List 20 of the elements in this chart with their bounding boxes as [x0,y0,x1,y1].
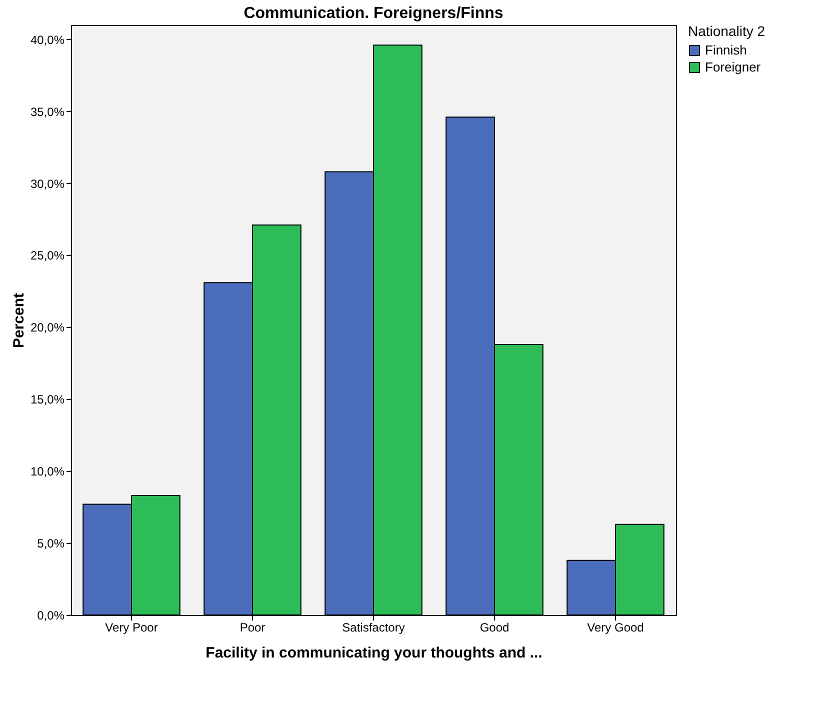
legend-label: Finnish [705,42,747,58]
y-tick-label: 15,0% [30,392,65,407]
y-tick-label: 40,0% [30,32,65,47]
x-tick-label: Very Good [587,620,644,634]
x-tick-label: Good [480,620,510,634]
x-tick-label: Very Poor [105,620,158,634]
x-tick-label: Satisfactory [342,620,405,634]
y-tick-label: 35,0% [30,104,65,119]
y-tick-label: 5,0% [37,536,65,551]
y-tick-label: 0,0% [37,608,65,622]
legend-title: Nationality 2 [688,23,766,39]
chart-title: Communication. Foreigners/Finns [244,5,504,22]
x-axis-title: Facility in communicating your thoughts and ... [206,644,542,662]
y-tick-label: 30,0% [30,176,65,191]
y-axis-title: Percent [10,292,28,348]
legend-label: Foreigner [705,60,762,74]
x-tick-label: Poor [240,620,266,634]
y-tick-label: 20,0% [30,320,65,335]
y-tick-label: 10,0% [30,464,65,479]
y-tick-label: 25,0% [30,248,65,263]
